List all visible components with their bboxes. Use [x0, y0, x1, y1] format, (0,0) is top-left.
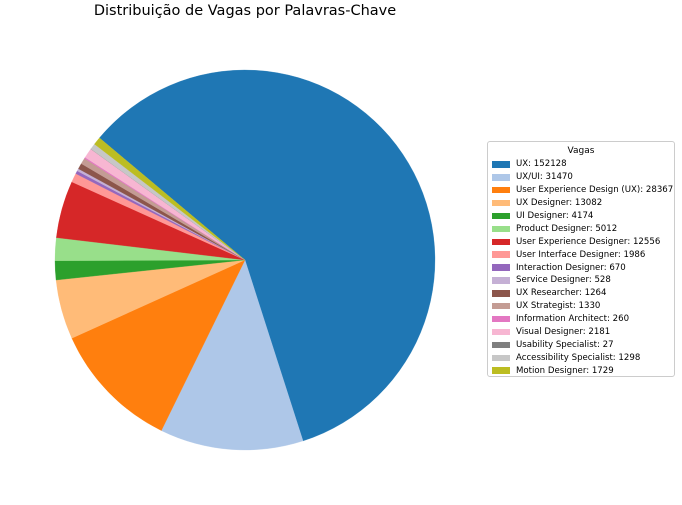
- legend-label: Service Designer: 528: [516, 275, 611, 286]
- legend-entry: Service Designer: 528: [488, 274, 674, 287]
- pie-slice-1: [161, 259, 304, 451]
- legend-entry: UX/UI: 31470: [488, 171, 674, 184]
- legend-swatch: [492, 238, 510, 246]
- legend-label: Accessibility Specialist: 1298: [516, 352, 641, 363]
- pie-slice-2: [71, 259, 246, 431]
- legend-swatch: [492, 315, 510, 323]
- legend-swatch: [492, 186, 510, 194]
- legend-entry: Visual Designer: 2181: [488, 326, 674, 339]
- legend-swatch: [492, 290, 510, 297]
- legend-entry: UI Designer: 4174: [488, 210, 674, 223]
- legend-entry: UX Designer: 13082: [488, 197, 674, 210]
- legend-label: User Experience Design (UX): 28367: [516, 185, 674, 196]
- legend-swatch: [492, 277, 510, 284]
- legend-entry: UX: 152128: [488, 158, 674, 171]
- legend-swatch: [492, 251, 510, 258]
- pie-slice-0: [99, 69, 436, 442]
- legend-entry: User Experience Design (UX): 28367: [488, 184, 674, 197]
- legend-entry: Accessibility Specialist: 1298: [488, 351, 674, 364]
- legend-swatch: [492, 302, 510, 310]
- legend-swatch: [492, 199, 510, 207]
- legend-label: Visual Designer: 2181: [516, 327, 611, 338]
- legend-label: UX/UI: 31470: [516, 172, 573, 183]
- legend-label: User Interface Designer: 1986: [516, 249, 646, 260]
- legend-label: UX: 152128: [516, 159, 567, 170]
- legend-entry: User Experience Designer: 12556: [488, 235, 674, 248]
- legend-label: User Experience Designer: 12556: [516, 236, 661, 247]
- legend-swatch: [492, 328, 510, 336]
- legend-entry: UX Strategist: 1330: [488, 300, 674, 313]
- legend: Vagas UX: 152128 UX/UI: 31470 User Experie…: [487, 141, 675, 377]
- legend-label: Product Designer: 5012: [516, 223, 618, 234]
- pie-slice-16: [94, 137, 246, 261]
- legend-entries: UX: 152128 UX/UI: 31470 User Experience De…: [488, 158, 674, 377]
- legend-swatch: [492, 341, 510, 349]
- legend-label: Motion Designer: 1729: [516, 365, 614, 376]
- legend-swatch: [492, 212, 510, 220]
- pie-chart: [54, 69, 436, 451]
- legend-label: UX Designer: 13082: [516, 198, 603, 209]
- legend-label: Information Architect: 260: [516, 314, 630, 325]
- legend-swatch: [492, 367, 510, 374]
- legend-label: Interaction Designer: 670: [516, 262, 626, 273]
- legend-swatch: [492, 225, 510, 233]
- legend-label: UX Strategist: 1330: [516, 301, 601, 312]
- legend-label: UX Researcher: 1264: [516, 288, 607, 299]
- legend-entry: Product Designer: 5012: [488, 222, 674, 235]
- legend-label: Usability Specialist: 27: [516, 339, 614, 350]
- legend-title: Vagas: [567, 146, 595, 156]
- legend-entry: Motion Designer: 1729: [488, 364, 674, 377]
- legend-swatch: [492, 354, 510, 362]
- legend-swatch: [492, 174, 510, 181]
- legend-entry: Interaction Designer: 670: [488, 261, 674, 274]
- legend-entry: Usability Specialist: 27: [488, 338, 674, 351]
- chart-title: Distribuição de Vagas por Palavras-Chave: [93, 3, 397, 19]
- legend-swatch: [492, 161, 510, 168]
- legend-entry: User Interface Designer: 1986: [488, 248, 674, 261]
- legend-label: UI Designer: 4174: [516, 211, 594, 221]
- legend-entry: Information Architect: 260: [488, 313, 674, 326]
- legend-entry: UX Researcher: 1264: [488, 287, 674, 300]
- legend-swatch: [492, 264, 510, 271]
